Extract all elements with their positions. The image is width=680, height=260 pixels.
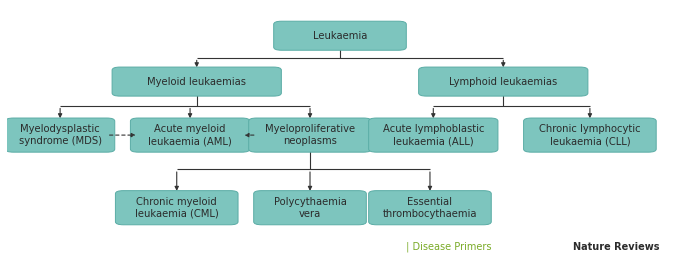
Text: Essential
thrombocythaemia: Essential thrombocythaemia: [383, 197, 477, 219]
FancyBboxPatch shape: [112, 67, 282, 96]
FancyBboxPatch shape: [254, 191, 367, 225]
Text: Myeloid leukaemias: Myeloid leukaemias: [148, 77, 246, 87]
Text: Chronic lymphocytic
leukaemia (CLL): Chronic lymphocytic leukaemia (CLL): [539, 124, 641, 146]
FancyBboxPatch shape: [419, 67, 588, 96]
FancyBboxPatch shape: [116, 191, 238, 225]
Text: Lymphoid leukaemias: Lymphoid leukaemias: [449, 77, 558, 87]
FancyBboxPatch shape: [5, 118, 115, 152]
FancyBboxPatch shape: [369, 118, 498, 152]
FancyBboxPatch shape: [524, 118, 656, 152]
Text: Acute myeloid
leukaemia (AML): Acute myeloid leukaemia (AML): [148, 124, 232, 146]
Text: Polycythaemia
vera: Polycythaemia vera: [273, 197, 346, 219]
FancyBboxPatch shape: [273, 21, 407, 50]
Text: Acute lymphoblastic
leukaemia (ALL): Acute lymphoblastic leukaemia (ALL): [383, 124, 484, 146]
Text: Leukaemia: Leukaemia: [313, 31, 367, 41]
Text: Myelodysplastic
syndrome (MDS): Myelodysplastic syndrome (MDS): [18, 124, 101, 146]
FancyBboxPatch shape: [369, 191, 491, 225]
Text: Chronic myeloid
leukaemia (CML): Chronic myeloid leukaemia (CML): [135, 197, 218, 219]
FancyBboxPatch shape: [249, 118, 371, 152]
Text: Nature Reviews: Nature Reviews: [573, 242, 660, 252]
Text: | Disease Primers: | Disease Primers: [403, 241, 491, 252]
Text: Myeloproliferative
neoplasms: Myeloproliferative neoplasms: [265, 124, 355, 146]
FancyBboxPatch shape: [131, 118, 250, 152]
